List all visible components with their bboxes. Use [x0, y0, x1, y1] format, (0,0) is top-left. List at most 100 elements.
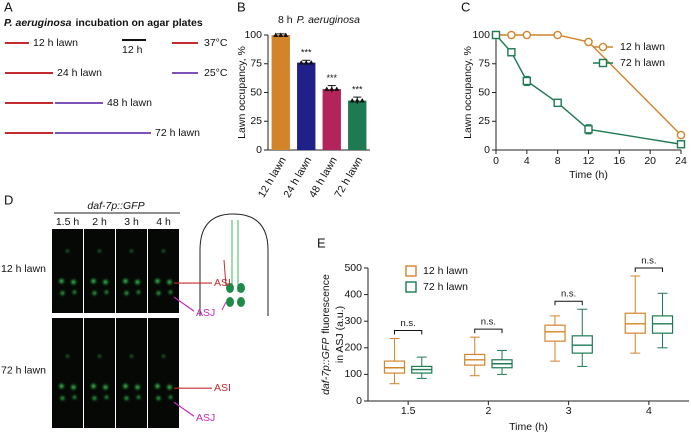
- y-tick-label: 500: [344, 262, 362, 274]
- micrograph: [84, 229, 115, 313]
- gfp-spot: [104, 290, 109, 294]
- y-axis-label-line2: in ASJ (a.u.): [334, 306, 346, 363]
- panel-label: E: [317, 235, 326, 250]
- gfp-spot: [71, 279, 76, 285]
- micrograph: [116, 229, 147, 313]
- x-tick-label: 1.5: [401, 405, 416, 417]
- panel-label: C: [461, 0, 470, 14]
- condition-label: 72 h lawn: [1, 365, 46, 377]
- y-tick-label: 0: [484, 144, 490, 156]
- box: [544, 324, 566, 342]
- y-tick-label: 100: [472, 29, 490, 41]
- significance: ***: [326, 73, 337, 83]
- gfp-spot: [168, 395, 173, 399]
- x-tick-label: 12: [583, 155, 595, 167]
- gfp-spot: [72, 395, 77, 399]
- x-tick-label: 24: [675, 155, 687, 167]
- significance-bracket: [393, 329, 423, 335]
- marker: [553, 30, 562, 40]
- schematic-asi-arrow: [223, 259, 227, 287]
- gfp-spot: [124, 291, 129, 295]
- condition-label: 24 h lawn: [57, 67, 102, 79]
- marker: [676, 130, 686, 140]
- gfp-spot: [103, 279, 108, 285]
- timepoint-label: 3 h: [124, 216, 139, 228]
- gfp-signal: [91, 249, 109, 295]
- marker: [676, 140, 686, 149]
- y-axis-label: daf-7p::GFP fluorescence: [320, 274, 332, 395]
- legend-marker: [598, 42, 608, 52]
- gfp-spot: [136, 395, 141, 399]
- asi-label: ASI: [214, 277, 231, 289]
- gfp-spot: [104, 395, 109, 399]
- temperature-label: 37°C: [204, 37, 228, 49]
- gfp-spot: [92, 396, 97, 401]
- legend-marker: [598, 58, 608, 68]
- y-tick-label: 300: [344, 315, 362, 327]
- marker: [491, 30, 501, 40]
- micrograph: [52, 318, 83, 428]
- temperature-label: 25°C: [204, 67, 228, 79]
- marker: [507, 30, 516, 40]
- marker: [584, 37, 593, 47]
- condition-label: 12 h lawn: [1, 263, 46, 275]
- title-italic: P. aeruginosa: [297, 14, 361, 26]
- gfp-spot: [168, 290, 173, 294]
- marker: [507, 48, 516, 57]
- legend-label: 72 h lawn: [423, 281, 468, 293]
- y-axis-label: Lawn occupancy, %: [462, 46, 474, 139]
- legend-label: 12 h lawn: [423, 265, 468, 277]
- x-tick-label: 16: [613, 155, 625, 167]
- title-italic: P. aeruginosa: [4, 17, 72, 29]
- gfp-spot: [72, 290, 77, 294]
- title-prefix: 8 h: [278, 14, 293, 26]
- x-tick-label: 8: [555, 155, 561, 167]
- y-axis-label: Lawn occupancy, %: [236, 46, 248, 139]
- y-tick-label: 25: [250, 115, 262, 127]
- x-tick-label: 4: [646, 405, 652, 417]
- marker: [553, 98, 562, 108]
- gfp-spot: [59, 384, 64, 389]
- timepoint-label: 1.5 h: [56, 216, 80, 228]
- asj-label: ASJ: [196, 307, 215, 319]
- gfp-spot: [91, 384, 96, 389]
- gfp-spot: [60, 396, 65, 401]
- chart-title: 8 h P. aeruginosa: [278, 14, 360, 26]
- head-schematic: [199, 213, 269, 316]
- gfp-spot: [162, 355, 165, 358]
- gfp-signal: [59, 249, 77, 295]
- panel-label: D: [4, 192, 13, 207]
- gfp-spot: [156, 396, 161, 401]
- x-axis-label: Time (h): [509, 421, 548, 433]
- micrograph: [52, 229, 83, 313]
- gfp-signal: [155, 249, 173, 295]
- replicate-point: [303, 60, 309, 65]
- gfp-spot: [71, 385, 76, 390]
- asj-arrow: [173, 401, 195, 417]
- replicate-point: [283, 32, 289, 37]
- x-tick-label: 3: [566, 405, 572, 417]
- asj-label: ASJ: [196, 412, 215, 424]
- legend-box: [405, 265, 417, 277]
- significance-bracket: [634, 267, 664, 272]
- gfp-spot: [98, 249, 101, 253]
- gfp-spot: [135, 279, 140, 285]
- y-tick-label: 75: [478, 58, 490, 70]
- gfp-spot: [162, 249, 165, 253]
- gfp-signal: [123, 355, 141, 401]
- y-tick-label: 0: [356, 395, 362, 407]
- replicate-point: [273, 32, 279, 37]
- y-tick-label: 50: [250, 86, 262, 98]
- significance-bracket: [554, 300, 583, 306]
- gfp-spot: [155, 278, 160, 284]
- replicate-point: [278, 32, 284, 37]
- gfp-spot: [167, 385, 172, 390]
- timepoint-label: 4 h: [156, 216, 171, 228]
- micrograph: [148, 318, 179, 428]
- gfp-spot: [66, 355, 69, 358]
- significance: n.s.: [641, 255, 656, 266]
- replicate-point: [354, 98, 360, 103]
- gfp-spot: [135, 385, 140, 390]
- timepoint-label: 2 h: [92, 216, 107, 228]
- y-tick-label: 50: [478, 86, 490, 98]
